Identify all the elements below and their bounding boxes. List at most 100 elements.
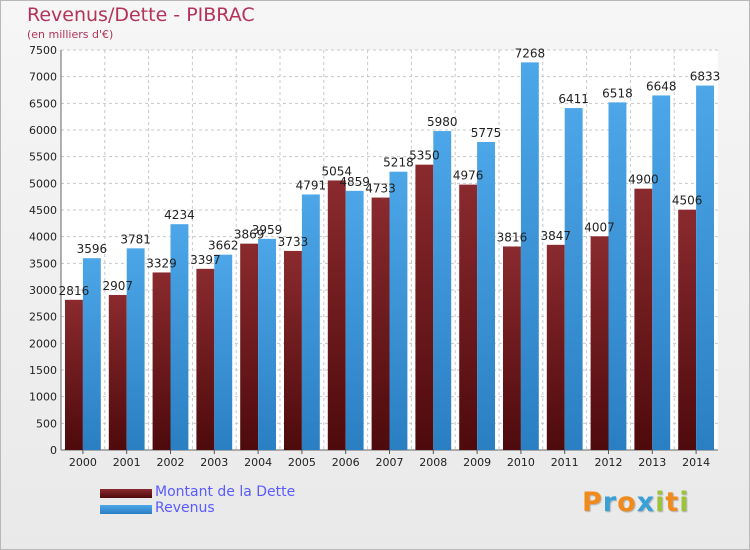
y-tick-label: 7000 — [29, 71, 57, 84]
data-label-dette: 4506 — [672, 194, 703, 208]
data-label-dette: 5350 — [409, 149, 440, 163]
x-tick-label: 2010 — [507, 456, 535, 469]
x-tick-label: 2002 — [157, 456, 185, 469]
logo-letter: i — [655, 487, 666, 518]
x-tick-label: 2014 — [682, 456, 710, 469]
data-label-revenus: 4791 — [296, 178, 327, 192]
data-label-revenus: 6648 — [646, 79, 677, 93]
data-labels: 2816 2907 3329 3397 3869 3733 5054 4733 5350 4976… — [59, 46, 721, 297]
bar-dette — [371, 197, 390, 450]
bar-revenus — [126, 248, 145, 450]
y-tick-label: 5500 — [29, 151, 57, 164]
logo-letter: i — [679, 487, 690, 518]
data-label-dette: 3847 — [540, 229, 571, 243]
logo-letter: x — [636, 487, 656, 518]
y-tick-label: 500 — [36, 417, 57, 430]
legend-label-revenus: Revenus — [155, 500, 215, 516]
data-label-dette: 3733 — [278, 235, 309, 249]
data-label-revenus: 5980 — [427, 115, 458, 129]
bar-revenus — [170, 224, 189, 450]
y-tick-label: 2500 — [29, 311, 57, 324]
x-tick-label: 2012 — [595, 456, 623, 469]
x-tick-label: 2007 — [376, 456, 404, 469]
x-tick-label: 2008 — [419, 456, 447, 469]
y-tick-label: 3000 — [29, 284, 57, 297]
data-label-dette: 2816 — [59, 284, 90, 298]
bar-revenus — [433, 131, 452, 451]
data-label-dette: 4976 — [453, 169, 484, 183]
bar-revenus — [82, 258, 101, 450]
legend-label-dette: Montant de la Dette — [155, 484, 296, 500]
bar-revenus — [652, 95, 671, 450]
x-tick-label: 2004 — [244, 456, 272, 469]
chart-subtitle: (en milliers d'€) — [27, 28, 114, 41]
x-tick-label: 2005 — [288, 456, 316, 469]
bar-dette — [327, 180, 346, 450]
x-tick-label: 2003 — [200, 456, 228, 469]
x-tick-label: 2000 — [69, 456, 97, 469]
logo-letter: t — [665, 487, 680, 518]
data-label-revenus: 3781 — [120, 232, 151, 246]
bar-revenus — [696, 85, 714, 450]
x-tick-label: 2009 — [463, 456, 491, 469]
y-tick-label: 6000 — [29, 124, 57, 137]
data-label-dette: 4007 — [584, 220, 615, 234]
y-tick-label: 4500 — [29, 204, 57, 217]
bar-revenus — [520, 62, 539, 451]
bar-dette — [240, 243, 259, 450]
data-label-revenus: 5775 — [471, 126, 502, 140]
bar-dette — [108, 294, 127, 450]
data-label-revenus: 3662 — [208, 239, 239, 253]
bar-dette — [634, 188, 653, 450]
data-label-revenus: 7268 — [515, 46, 546, 60]
bars — [65, 62, 714, 451]
data-label-dette: 2907 — [102, 279, 133, 293]
data-label-dette: 4900 — [628, 173, 659, 187]
logo-letter: P — [582, 487, 603, 518]
data-label-revenus: 6411 — [558, 92, 589, 106]
bar-dette — [546, 244, 565, 450]
data-label-revenus: 3596 — [77, 242, 108, 256]
data-label-revenus: 6518 — [602, 86, 633, 100]
y-tick-label: 6500 — [29, 97, 57, 110]
bar-revenus — [214, 254, 233, 450]
bar-revenus — [301, 194, 320, 450]
data-label-dette: 3869 — [234, 228, 265, 242]
data-label-dette: 3816 — [497, 230, 528, 244]
data-label-revenus: 5218 — [383, 156, 414, 170]
chart-title: Revenus/Dette - PIBRAC — [27, 4, 255, 26]
y-tick-label: 5000 — [29, 177, 57, 190]
logo-letter: o — [617, 487, 637, 518]
y-tick-label: 3500 — [29, 257, 57, 270]
data-label-dette: 5054 — [321, 164, 352, 178]
bar-revenus — [608, 102, 627, 450]
bar-dette — [459, 184, 478, 450]
bar-dette — [152, 272, 171, 450]
bar-dette — [678, 209, 697, 450]
legend-swatch-dette — [100, 489, 152, 498]
axes: 0 500 1000 1500 2000 2500 3000 3500 4000 4500 5000… — [29, 44, 718, 469]
x-tick-label: 2001 — [113, 456, 141, 469]
x-tick-label: 2013 — [638, 456, 666, 469]
bar-dette — [415, 164, 434, 450]
bar-revenus — [564, 108, 583, 450]
legend-swatch-revenus — [100, 505, 152, 514]
y-tick-label: 1000 — [29, 391, 57, 404]
bar-revenus — [389, 171, 408, 450]
data-label-revenus: 4859 — [339, 175, 370, 189]
y-tick-label: 2000 — [29, 337, 57, 350]
proxiti-logo: Proxiti — [582, 487, 690, 518]
logo-letter: r — [602, 487, 618, 518]
bar-dette — [196, 268, 215, 450]
bar-revenus — [477, 142, 495, 450]
bar-dette — [284, 250, 302, 450]
data-label-revenus: 3959 — [252, 223, 283, 237]
data-label-dette: 3329 — [146, 256, 177, 270]
bar-dette — [65, 299, 83, 450]
data-label-revenus: 6833 — [690, 70, 721, 84]
bar-dette — [503, 246, 521, 450]
y-tick-label: 4000 — [29, 231, 57, 244]
y-tick-label: 7500 — [29, 44, 57, 57]
bar-revenus — [258, 238, 276, 450]
bar-dette — [590, 236, 609, 450]
